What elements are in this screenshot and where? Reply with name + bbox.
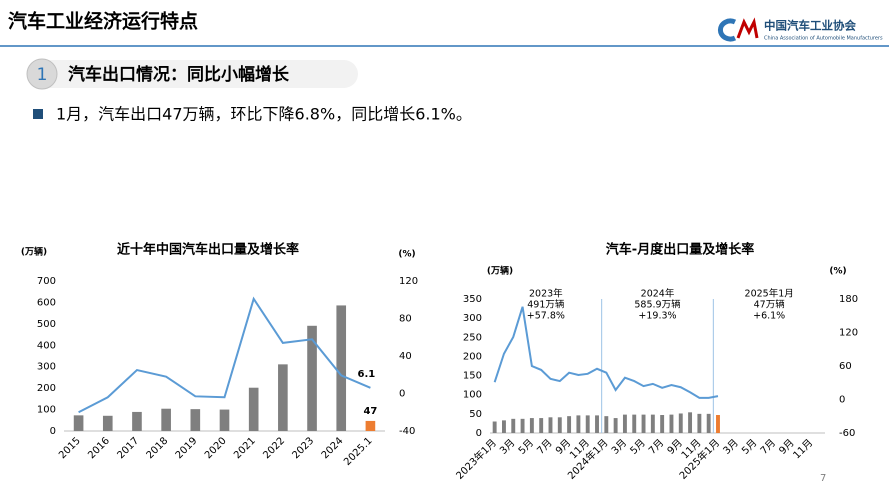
y2-axis-label: (%) bbox=[829, 267, 846, 277]
annotation: +19.3% bbox=[638, 311, 676, 322]
y2-tick-label: 0 bbox=[399, 389, 405, 400]
y-tick-label: 200 bbox=[37, 383, 56, 394]
annotation: 2024年 bbox=[641, 288, 675, 300]
annotation: +57.8% bbox=[527, 311, 565, 322]
annotation: 2025年1月 bbox=[745, 288, 794, 300]
y2-tick-label: -60 bbox=[839, 428, 855, 439]
bar bbox=[336, 305, 347, 431]
section-band bbox=[28, 60, 358, 88]
line bbox=[493, 306, 719, 399]
bar bbox=[132, 411, 142, 431]
page-number: 7 bbox=[820, 473, 826, 484]
bar bbox=[613, 418, 618, 433]
y2-tick-label: 40 bbox=[399, 351, 412, 362]
bar bbox=[278, 364, 288, 431]
bar bbox=[539, 418, 544, 433]
y2-tick-label: -40 bbox=[399, 426, 415, 437]
bar bbox=[660, 415, 665, 433]
bar bbox=[219, 409, 230, 431]
bar bbox=[248, 387, 259, 431]
data-label: 47 bbox=[363, 406, 377, 417]
chart-title: 汽车-月度出口量及增长率 bbox=[606, 242, 754, 258]
chart-title: 近十年中国汽车出口量及增长率 bbox=[117, 242, 299, 258]
annotation: 585.9万辆 bbox=[634, 299, 681, 311]
y-tick-label: 300 bbox=[463, 313, 482, 324]
bar bbox=[190, 409, 201, 431]
y-tick-label: 500 bbox=[37, 319, 56, 330]
y2-tick-label: 0 bbox=[839, 395, 845, 406]
y2-tick-label: 80 bbox=[399, 314, 412, 325]
section-badge bbox=[26, 58, 58, 90]
y2-tick-label: 180 bbox=[839, 294, 858, 305]
logo-en: China Association of Automobile Manufact… bbox=[764, 36, 883, 42]
bar bbox=[641, 414, 646, 433]
y-tick-label: 200 bbox=[463, 351, 482, 362]
y-tick-label: 700 bbox=[37, 276, 56, 287]
y-tick-label: 0 bbox=[476, 428, 482, 439]
bar bbox=[548, 417, 553, 433]
y2-tick-label: 60 bbox=[839, 361, 852, 372]
y-tick-label: 100 bbox=[463, 390, 482, 401]
bar bbox=[502, 420, 506, 433]
logo-mark bbox=[736, 17, 759, 39]
logo: 中国汽车工业协会 China Association of Automobile… bbox=[717, 17, 883, 42]
section-number: 1 bbox=[37, 65, 48, 85]
y-axis-label: (万辆) bbox=[487, 265, 513, 277]
y-tick-label: 250 bbox=[463, 332, 482, 343]
bar bbox=[688, 412, 693, 433]
logo-cn: 中国汽车工业协会 bbox=[764, 19, 856, 33]
annotation: 2023年 bbox=[529, 288, 563, 300]
bar bbox=[585, 415, 590, 433]
bar bbox=[102, 415, 113, 431]
bar bbox=[557, 417, 562, 433]
bar bbox=[567, 416, 572, 433]
bullet-text: 1月，汽车出口47万辆，环比下降6.8%，同比增长6.1%。 bbox=[56, 105, 472, 124]
bar bbox=[604, 416, 609, 433]
bar bbox=[632, 414, 637, 433]
bar bbox=[511, 418, 516, 433]
bar bbox=[706, 413, 711, 433]
bar bbox=[716, 415, 720, 433]
bar bbox=[365, 420, 376, 431]
y-axis-label: (万辆) bbox=[21, 246, 47, 258]
y2-tick-label: 120 bbox=[399, 276, 418, 287]
line bbox=[78, 296, 371, 414]
annotation: 47万辆 bbox=[754, 299, 786, 311]
y-tick-label: 50 bbox=[469, 409, 482, 420]
annotation: 491万辆 bbox=[527, 299, 565, 311]
slide-title: 汽车工业经济运行特点 bbox=[8, 10, 198, 33]
bar bbox=[650, 414, 655, 433]
bar bbox=[622, 414, 627, 433]
logo-mark bbox=[717, 18, 737, 42]
bullet-marker bbox=[33, 109, 43, 119]
y-tick-label: 150 bbox=[463, 371, 482, 382]
bar bbox=[520, 418, 525, 433]
bar bbox=[73, 415, 84, 431]
bar bbox=[678, 413, 683, 433]
section-title: 汽车出口情况：同比小幅增长 bbox=[68, 64, 290, 85]
bar bbox=[529, 418, 534, 433]
y-tick-label: 0 bbox=[50, 426, 56, 437]
y2-axis-label: (%) bbox=[398, 250, 415, 260]
y-tick-label: 400 bbox=[37, 340, 56, 351]
data-label: 6.1 bbox=[358, 369, 376, 380]
y-tick-label: 600 bbox=[37, 297, 56, 308]
y-tick-label: 100 bbox=[37, 405, 56, 416]
bar bbox=[161, 408, 171, 431]
annotation: +6.1% bbox=[753, 311, 785, 322]
bar bbox=[307, 325, 317, 431]
y2-tick-label: 120 bbox=[839, 328, 858, 339]
bar bbox=[492, 421, 497, 433]
bar bbox=[595, 415, 599, 433]
y-tick-label: 350 bbox=[463, 294, 482, 305]
y-tick-label: 300 bbox=[37, 362, 56, 373]
bar bbox=[697, 413, 702, 433]
bar bbox=[576, 415, 581, 433]
bar bbox=[669, 414, 674, 433]
